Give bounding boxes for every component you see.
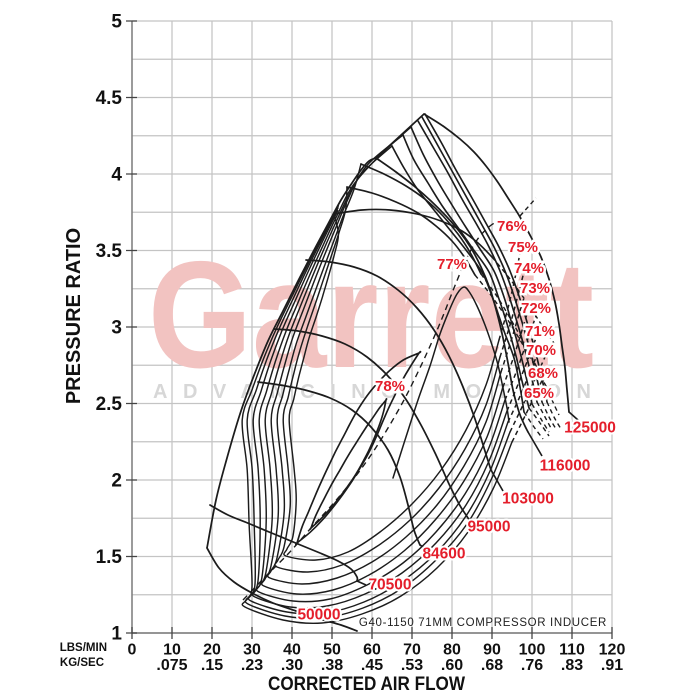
svg-text:60: 60: [363, 642, 381, 659]
svg-text:50: 50: [323, 642, 341, 659]
svg-text:.68: .68: [481, 657, 503, 674]
svg-text:2.5: 2.5: [96, 394, 123, 415]
svg-text:.30: .30: [281, 657, 303, 674]
svg-text:30: 30: [243, 642, 261, 659]
svg-text:95000: 95000: [467, 519, 510, 536]
svg-text:.53: .53: [401, 657, 423, 674]
svg-text:70500: 70500: [368, 577, 411, 594]
svg-text:.91: .91: [601, 657, 623, 674]
svg-text:72%: 72%: [521, 300, 551, 317]
svg-text:40: 40: [283, 642, 301, 659]
svg-text:70%: 70%: [526, 342, 556, 359]
svg-text:76%: 76%: [497, 218, 527, 235]
svg-text:100: 100: [519, 642, 546, 659]
svg-text:80: 80: [443, 642, 461, 659]
svg-text:0: 0: [128, 642, 137, 659]
svg-text:78%: 78%: [375, 378, 405, 395]
svg-text:71%: 71%: [525, 323, 555, 340]
svg-text:74%: 74%: [514, 260, 544, 277]
svg-text:.45: .45: [361, 657, 383, 674]
svg-text:103000: 103000: [502, 491, 554, 508]
svg-text:90: 90: [483, 642, 501, 659]
svg-text:5: 5: [111, 12, 122, 33]
svg-text:LBS/MIN: LBS/MIN: [60, 642, 107, 654]
svg-text:70: 70: [403, 642, 421, 659]
svg-text:G40-1150 71MM COMPRESSOR INDUC: G40-1150 71MM COMPRESSOR INDUCER: [359, 617, 607, 629]
svg-text:1: 1: [111, 624, 122, 645]
svg-text:84600: 84600: [422, 546, 465, 563]
svg-text:20: 20: [203, 642, 221, 659]
svg-text:CORRECTED AIR FLOW: CORRECTED AIR FLOW: [268, 674, 465, 695]
svg-text:50000: 50000: [297, 607, 340, 624]
svg-text:.38: .38: [321, 657, 343, 674]
svg-text:4.5: 4.5: [96, 88, 123, 109]
svg-text:.83: .83: [561, 657, 583, 674]
svg-text:1.5: 1.5: [96, 547, 123, 568]
svg-text:2: 2: [111, 471, 122, 492]
svg-text:.76: .76: [521, 657, 543, 674]
svg-text:77%: 77%: [437, 256, 467, 273]
svg-text:75%: 75%: [508, 239, 538, 256]
svg-text:.60: .60: [441, 657, 463, 674]
svg-text:PRESSURE RATIO: PRESSURE RATIO: [63, 228, 85, 404]
svg-text:KG/SEC: KG/SEC: [60, 657, 104, 669]
svg-text:4: 4: [111, 165, 122, 186]
svg-text:110: 110: [559, 642, 585, 659]
svg-text:125000: 125000: [564, 420, 616, 437]
svg-text:3: 3: [111, 318, 122, 339]
svg-text:65%: 65%: [524, 385, 554, 402]
svg-text:68%: 68%: [528, 365, 558, 382]
svg-text:116000: 116000: [540, 458, 591, 475]
svg-text:3.5: 3.5: [96, 241, 123, 262]
svg-text:.23: .23: [241, 657, 263, 674]
svg-text:10: 10: [163, 642, 181, 659]
svg-text:.15: .15: [201, 657, 223, 674]
svg-text:120: 120: [599, 642, 626, 659]
svg-text:.075: .075: [156, 657, 187, 674]
svg-text:73%: 73%: [520, 280, 550, 297]
